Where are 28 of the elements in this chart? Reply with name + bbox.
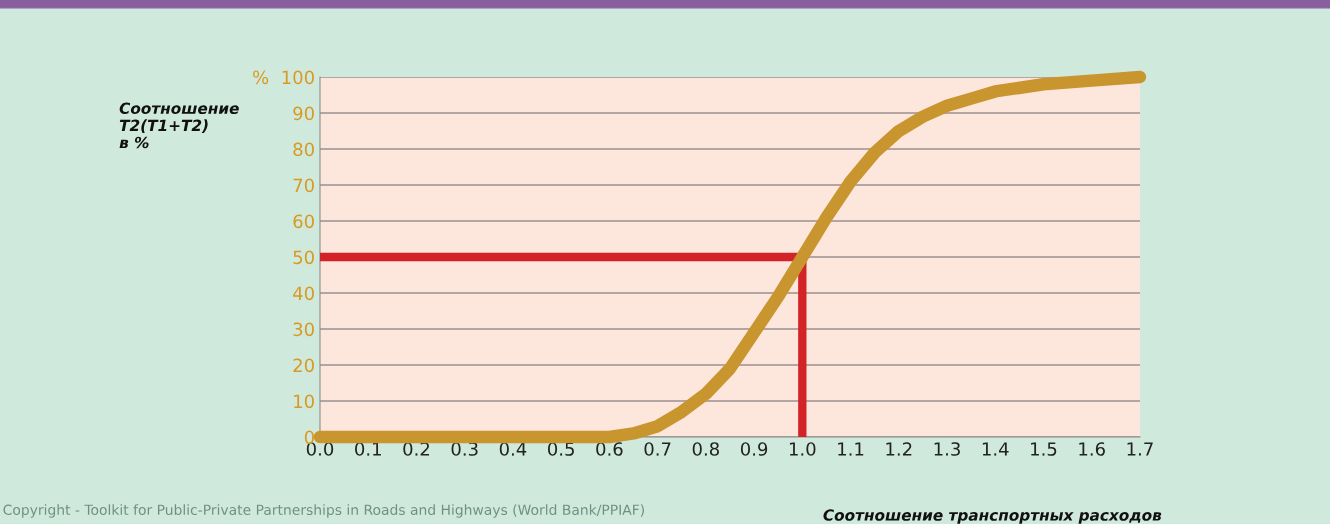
y-axis-title: Соотношение T2(T1+T2) в %: [119, 102, 239, 149]
x-tick-label: 0.9: [740, 442, 768, 456]
y-tick-label: 50: [293, 250, 314, 265]
x-tick-label: 1.2: [886, 442, 912, 456]
text: Copyright - Toolkit for Public-Private Partnerships in Roads and Highways (World Bank/PPIAF): [3, 504, 644, 518]
x-tick-label: 0.4: [499, 442, 527, 456]
x-axis-title: Соотношение транспортных расходов: [823, 509, 1162, 524]
x-tick-label: 1.3: [934, 442, 960, 456]
y-tick-label: 60: [293, 214, 314, 229]
x-tick-label: 0.7: [644, 442, 671, 456]
x-tick-label: 1.5: [1031, 442, 1057, 456]
y-tick-label: % 100: [253, 70, 314, 85]
y-tick-label: 70: [293, 178, 314, 193]
y-tick-label: 90: [293, 106, 314, 121]
y-tick-label: 80: [293, 142, 314, 157]
x-tick-label: 0.8: [692, 442, 719, 456]
x-tick-label: 1.1: [838, 442, 864, 456]
x-tick-label: 0.6: [596, 442, 623, 456]
y-tick-label: 30: [293, 322, 314, 337]
x-tick-label: 1.7: [1127, 442, 1153, 456]
y-tick-label: 10: [294, 394, 314, 409]
x-tick-label: 1.6: [1079, 442, 1105, 456]
x-tick-label: 1.4: [982, 442, 1009, 456]
y-tick-label: 20: [293, 358, 314, 373]
x-tick-label: 1.0: [789, 442, 816, 456]
y-tick-label: 40: [293, 286, 314, 301]
x-tick-label: 0.2: [403, 442, 430, 456]
x-tick-label: 0.1: [355, 442, 381, 456]
